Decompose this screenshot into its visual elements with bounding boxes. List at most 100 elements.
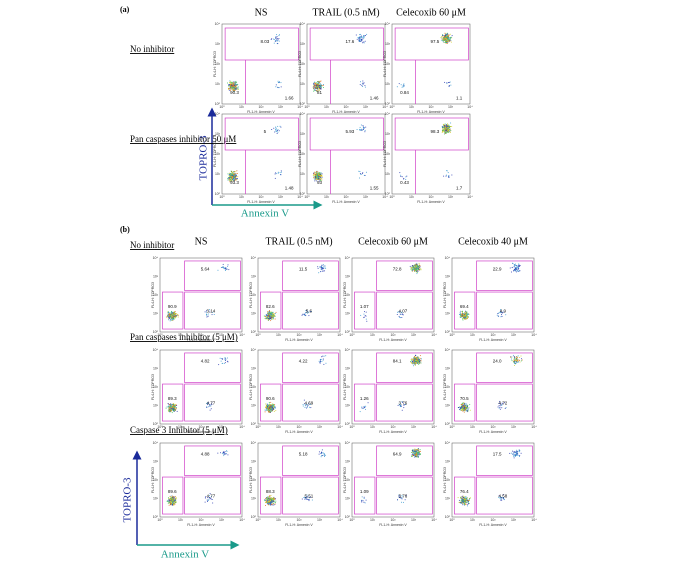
- dot: [519, 357, 520, 358]
- dot: [305, 498, 306, 499]
- x-decade: 10⁰: [219, 105, 225, 109]
- dot: [220, 358, 221, 359]
- dot: [519, 456, 520, 457]
- dot: [403, 314, 404, 315]
- dot: [169, 404, 170, 405]
- gate-percent: 1.26: [360, 396, 369, 401]
- x-decade: 10¹: [370, 333, 376, 337]
- dot: [461, 405, 462, 406]
- dot: [469, 498, 470, 499]
- dot: [276, 129, 277, 130]
- dot: [322, 356, 323, 357]
- dot: [516, 450, 517, 451]
- dot: [463, 407, 464, 408]
- dot: [178, 316, 179, 317]
- dot: [442, 129, 443, 130]
- dot: [413, 268, 414, 269]
- dot: [176, 313, 177, 314]
- gate: [377, 261, 433, 291]
- dot: [514, 451, 515, 452]
- dot: [443, 128, 444, 129]
- dot: [221, 267, 222, 268]
- x-decade: 10³: [219, 518, 225, 522]
- dot: [268, 319, 269, 320]
- dot: [322, 176, 323, 177]
- dot: [168, 403, 169, 404]
- dot: [268, 317, 269, 318]
- dot: [220, 452, 221, 453]
- dot: [460, 315, 461, 316]
- dot: [419, 359, 420, 360]
- dot: [229, 174, 230, 175]
- dot: [444, 134, 445, 135]
- column-header: Celecoxib 60 μM: [358, 236, 428, 247]
- dot: [277, 126, 278, 127]
- dot: [275, 131, 276, 132]
- row-label: Pan caspases inhibitor (5 μM): [130, 332, 238, 342]
- dot: [515, 359, 516, 360]
- dot: [363, 129, 364, 130]
- dot: [277, 40, 278, 41]
- gate-percent: 1.46: [370, 96, 379, 101]
- x-decade: 10¹: [409, 195, 415, 199]
- dot: [168, 319, 169, 320]
- y-decade: 10³: [445, 459, 451, 463]
- dot: [515, 269, 516, 270]
- dot: [233, 171, 234, 172]
- dot: [279, 130, 280, 131]
- dot: [403, 83, 404, 84]
- gate-percent: 5.51: [304, 493, 313, 498]
- dot: [516, 358, 517, 359]
- dot: [418, 457, 419, 458]
- dot: [462, 319, 463, 320]
- dot: [365, 41, 366, 42]
- dot: [363, 408, 364, 409]
- dot: [229, 173, 230, 174]
- gate: [310, 28, 383, 60]
- dot: [450, 130, 451, 131]
- dot: [363, 500, 364, 501]
- dot: [418, 450, 419, 451]
- dot: [270, 500, 271, 501]
- dot: [317, 174, 318, 175]
- dot: [313, 177, 314, 178]
- dot: [460, 317, 461, 318]
- dot: [171, 502, 172, 503]
- y-decade: 10³: [215, 132, 221, 136]
- gate: [162, 384, 182, 421]
- dot-plot: 97.50.841.1FL1-H: Annexin VFL4-H: TOPRO3…: [383, 22, 473, 114]
- row-label: Caspase 3 Inhibitor (5 μM): [130, 425, 228, 435]
- dot: [170, 501, 171, 502]
- dot: [365, 35, 366, 36]
- y-decade: 10²: [215, 62, 221, 66]
- dot: [365, 130, 366, 131]
- dot: [359, 177, 360, 178]
- dot: [313, 174, 314, 175]
- dot: [228, 88, 229, 89]
- dot: [364, 406, 365, 407]
- dot: [440, 37, 441, 38]
- y-decade: 10²: [345, 293, 351, 297]
- dot: [230, 87, 231, 88]
- dot: [174, 407, 175, 408]
- gate-percent: 89.6: [168, 489, 177, 494]
- x-decade: 10²: [428, 195, 434, 199]
- dot: [321, 361, 322, 362]
- dot: [323, 270, 324, 271]
- dot: [368, 402, 369, 403]
- dot: [358, 171, 359, 172]
- dot: [467, 408, 468, 409]
- y-decade: 10⁴: [251, 348, 257, 352]
- dot: [359, 34, 360, 35]
- x-decade: 10⁴: [531, 425, 537, 429]
- dot: [308, 499, 309, 500]
- dot: [447, 39, 448, 40]
- dot: [366, 500, 367, 501]
- dot-plot: 5.185.5188.3FL1-H: Annexin VFL4-H: TOPRO…: [249, 441, 343, 527]
- dot: [232, 87, 233, 88]
- dot: [230, 83, 231, 84]
- dot: [325, 363, 326, 364]
- dot: [513, 355, 514, 356]
- dot: [518, 455, 519, 456]
- dot: [275, 502, 276, 503]
